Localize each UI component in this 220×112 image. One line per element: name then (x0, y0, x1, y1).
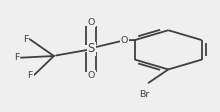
Text: F: F (28, 71, 33, 80)
Text: Br: Br (139, 90, 149, 99)
Text: O: O (88, 71, 95, 80)
Text: O: O (88, 18, 95, 27)
Text: O: O (121, 36, 128, 45)
Text: F: F (15, 53, 20, 62)
Text: S: S (88, 42, 95, 55)
Text: F: F (23, 35, 29, 44)
